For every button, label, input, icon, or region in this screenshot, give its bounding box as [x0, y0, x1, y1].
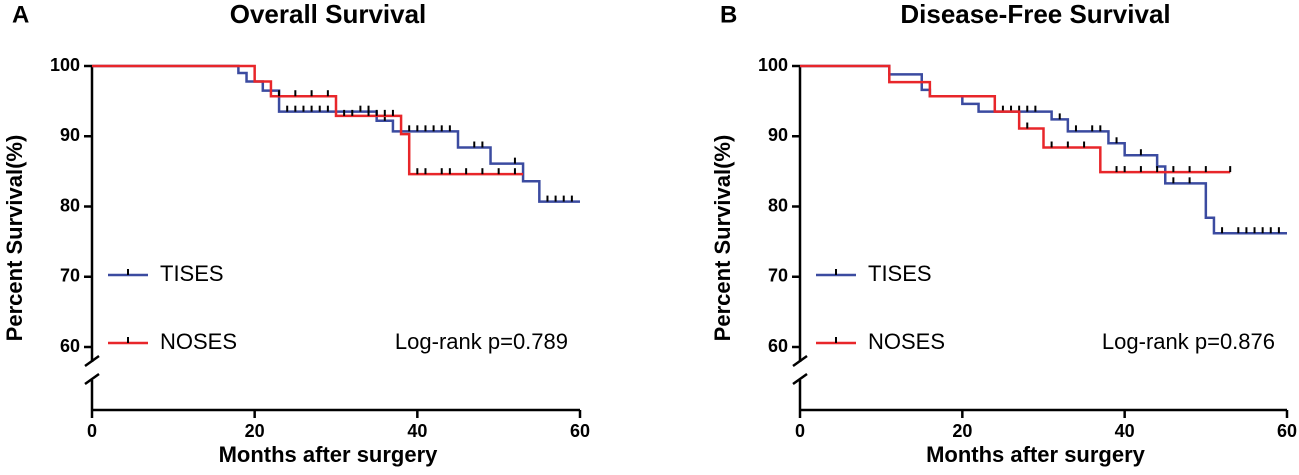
y-tick-label: 70 — [60, 266, 80, 286]
x-tick-label: 20 — [245, 421, 265, 441]
axis-break — [84, 354, 100, 386]
x-tick-label: 20 — [952, 421, 972, 441]
legend-label: TISES — [160, 261, 224, 286]
x-tick-label: 60 — [570, 421, 590, 441]
y-axis — [798, 66, 1287, 412]
legend-label: NOSES — [868, 329, 945, 354]
survival-curve — [92, 64, 524, 176]
annotation: Log-rank p=0.876 — [1102, 329, 1275, 354]
panel-label: B — [720, 1, 737, 28]
y-tick-label: 60 — [60, 336, 80, 356]
y-tick-label: 80 — [768, 195, 788, 215]
survival-curve — [800, 64, 1287, 235]
y-tick-label: 80 — [60, 195, 80, 215]
x-axis-label: Months after surgery — [219, 442, 439, 467]
x-axis-label: Months after surgery — [926, 442, 1146, 467]
y-tick-label: 90 — [60, 125, 80, 145]
x-tick-label: 0 — [795, 421, 805, 441]
chart-title: Overall Survival — [230, 0, 427, 29]
y-tick-label: 90 — [768, 125, 788, 145]
x-tick-label: 0 — [87, 421, 97, 441]
y-tick-label: 100 — [758, 55, 788, 75]
annotation: Log-rank p=0.789 — [395, 329, 568, 354]
y-axis-label: Percent Survival(%) — [710, 135, 735, 342]
y-axis — [90, 66, 580, 412]
survival-curve — [92, 64, 580, 203]
axis-break — [792, 354, 808, 386]
survival-curve — [800, 64, 1231, 174]
y-axis-label: Percent Survival(%) — [2, 135, 27, 342]
legend-label: TISES — [868, 261, 932, 286]
x-tick-label: 40 — [1115, 421, 1135, 441]
x-tick-label: 40 — [407, 421, 427, 441]
panel-label: A — [12, 1, 29, 28]
legend-label: NOSES — [160, 329, 237, 354]
y-tick-label: 60 — [768, 336, 788, 356]
y-tick-label: 70 — [768, 266, 788, 286]
y-tick-label: 100 — [50, 55, 80, 75]
x-tick-label: 60 — [1277, 421, 1297, 441]
chart-title: Disease-Free Survival — [900, 0, 1170, 29]
